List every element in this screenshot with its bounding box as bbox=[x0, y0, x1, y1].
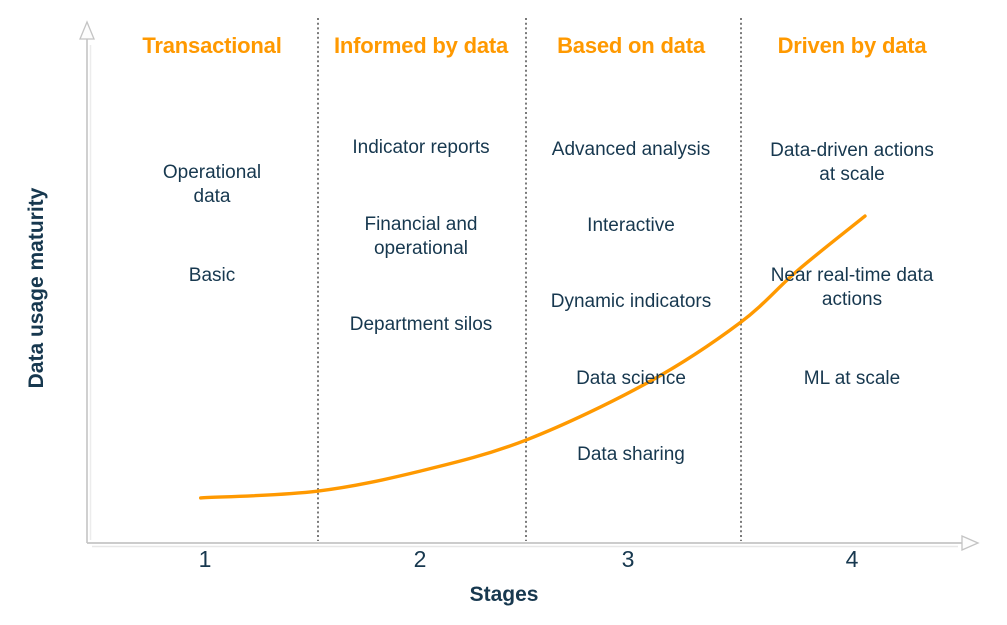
stage-item: Financial and operational bbox=[364, 214, 478, 259]
stage-column-3: Based on data Advanced analysis Interactiv… bbox=[513, 0, 749, 545]
stage-item: Basic bbox=[188, 265, 236, 286]
stage-item: ML at scale bbox=[803, 368, 901, 389]
x-tick-label: 2 bbox=[413, 546, 427, 572]
y-axis-label: Data usage maturity bbox=[25, 187, 48, 389]
stage-column-4: Driven by data Data-driven actions at sca… bbox=[734, 0, 970, 545]
stage-item: Advanced analysis bbox=[551, 139, 711, 160]
x-axis-label: Stages bbox=[469, 583, 539, 606]
stage-header: Driven by data bbox=[777, 33, 927, 58]
stage-header: Based on data bbox=[557, 33, 705, 58]
x-tick-label: 4 bbox=[845, 546, 859, 572]
stage-item: Indicator reports bbox=[352, 137, 490, 158]
x-tick-label: 1 bbox=[198, 546, 212, 572]
stage-column-2: Informed by data Indicator reports Financi… bbox=[303, 0, 539, 545]
y-axis-arrow-icon bbox=[79, 20, 95, 40]
stage-item: Dynamic indicators bbox=[550, 291, 712, 312]
stage-item: Operational data bbox=[162, 162, 262, 207]
stage-item: Near real-time data actions bbox=[770, 265, 934, 310]
x-tick-label: 3 bbox=[621, 546, 635, 572]
stage-item: Interactive bbox=[587, 215, 675, 236]
stage-header: Transactional bbox=[142, 33, 282, 58]
stage-item: Data science bbox=[576, 368, 686, 389]
x-axis-arrow-icon bbox=[961, 535, 980, 551]
stage-item: Data sharing bbox=[577, 444, 685, 465]
stage-item: Department silos bbox=[349, 314, 493, 335]
maturity-curve bbox=[199, 214, 867, 500]
stage-header: Informed by data bbox=[333, 33, 509, 58]
stage-item: Data-driven actions at scale bbox=[770, 140, 934, 185]
stage-column-1: Transactional Operational data Basic bbox=[94, 0, 330, 545]
